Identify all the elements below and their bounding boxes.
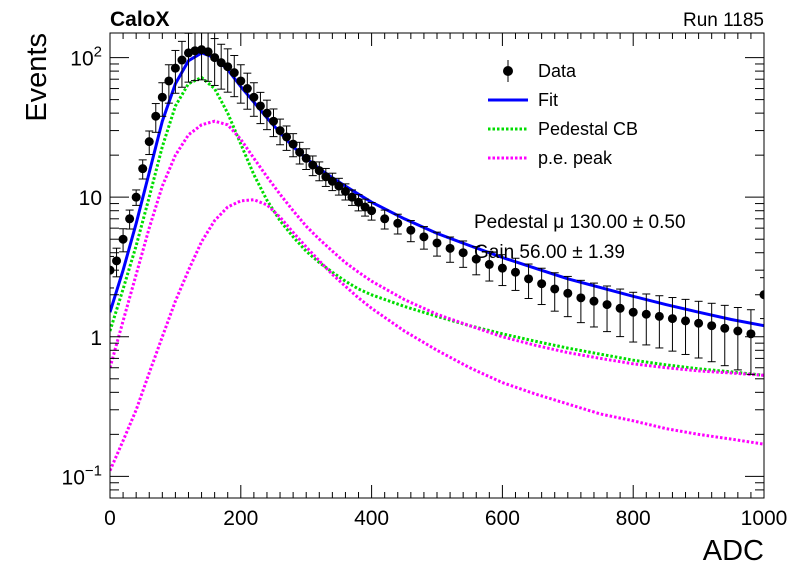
data-point — [550, 284, 560, 294]
x-axis: 0 200 400 600 800 1000 — [104, 33, 787, 530]
data-point — [295, 147, 305, 157]
data-point — [301, 153, 311, 163]
data-point — [282, 132, 292, 142]
data-point — [216, 58, 226, 68]
y-axis: 10−1 1 10 102 — [62, 44, 764, 499]
data-point — [164, 76, 174, 86]
data-point — [524, 274, 534, 284]
x-tick-label: 600 — [485, 507, 520, 530]
data-point — [223, 62, 233, 72]
data-point — [177, 55, 187, 65]
p-e-peak-curve — [110, 119, 764, 377]
data-point — [321, 172, 331, 182]
data-point — [746, 329, 756, 339]
legend-pedestal-cb-label: Pedestal CB — [538, 119, 638, 139]
data-point — [380, 214, 390, 224]
data-point — [262, 108, 272, 118]
data-point — [157, 92, 167, 102]
data-point — [393, 218, 403, 228]
data-point — [229, 68, 239, 78]
data-point — [563, 288, 573, 298]
data-point — [144, 137, 154, 147]
data-point — [510, 267, 520, 277]
data-point — [720, 323, 730, 333]
legend-data-marker — [503, 66, 513, 76]
data-point — [360, 202, 370, 212]
legend-p-e-peak-label: p.e. peak — [538, 148, 613, 168]
run-label: Run 1185 — [683, 10, 764, 31]
data-point — [602, 300, 612, 310]
data-point — [576, 293, 586, 303]
data-point — [694, 318, 704, 328]
data-point — [347, 192, 357, 202]
data-point — [288, 139, 298, 149]
data-point — [334, 181, 344, 191]
y-axis-label: Events — [21, 33, 53, 122]
x-tick-label: 200 — [223, 507, 258, 530]
data-point — [367, 206, 377, 216]
data-point — [236, 76, 246, 86]
data-point — [314, 166, 324, 176]
x-axis-label: ADC — [703, 535, 764, 567]
data-point — [537, 279, 547, 289]
data-point — [471, 254, 481, 264]
data-point — [733, 326, 743, 336]
data-point — [681, 316, 691, 326]
data-point — [249, 92, 259, 102]
data-point — [707, 321, 717, 331]
data-point — [406, 225, 416, 235]
x-tick-label: 800 — [616, 507, 651, 530]
y-tick-label: 1 — [90, 327, 102, 350]
data-point — [275, 126, 285, 136]
data-point — [497, 263, 507, 273]
data-point — [628, 307, 638, 317]
data-point — [125, 214, 135, 224]
data-point — [354, 197, 364, 207]
data-point — [242, 84, 252, 94]
data-point — [112, 256, 122, 266]
data-point — [458, 248, 468, 258]
data-point — [269, 116, 278, 126]
data-point — [170, 63, 180, 73]
y-tick-label: 102 — [70, 44, 102, 71]
x-tick-label: 400 — [354, 507, 389, 530]
gain-annotation: Gain 56.00 ± 1.39 — [474, 242, 625, 263]
data-point — [589, 296, 599, 306]
data-point — [432, 238, 442, 248]
data-point — [445, 243, 455, 253]
p-e-peak-curve — [110, 198, 764, 472]
data-point — [131, 192, 141, 202]
data-point — [255, 101, 265, 111]
y-tick-label: 10−1 — [62, 462, 102, 489]
data-point — [118, 234, 128, 244]
data-point — [151, 111, 161, 121]
pedestal-annotation: Pedestal μ 130.00 ± 0.50 — [474, 212, 686, 233]
x-tick-label: 1000 — [741, 507, 788, 530]
data-point — [641, 309, 651, 319]
legend-fit-label: Fit — [538, 90, 558, 110]
x-tick-label: 0 — [104, 507, 116, 530]
data-point — [138, 164, 148, 174]
data-point — [203, 47, 213, 57]
data-point — [654, 311, 664, 321]
legend-data-label: Data — [538, 61, 577, 81]
data-point — [308, 160, 318, 170]
data-point — [484, 259, 494, 269]
experiment-label: CaloX — [110, 8, 170, 31]
data-point — [419, 232, 429, 242]
data-point — [615, 303, 625, 313]
data-point — [340, 186, 350, 196]
data-point — [210, 53, 220, 63]
data-point — [667, 314, 677, 324]
legend: Data Fit Pedestal CB p.e. peak — [488, 60, 638, 168]
y-tick-label: 10 — [79, 187, 102, 210]
data-point — [327, 176, 337, 186]
series-layer — [110, 33, 764, 472]
